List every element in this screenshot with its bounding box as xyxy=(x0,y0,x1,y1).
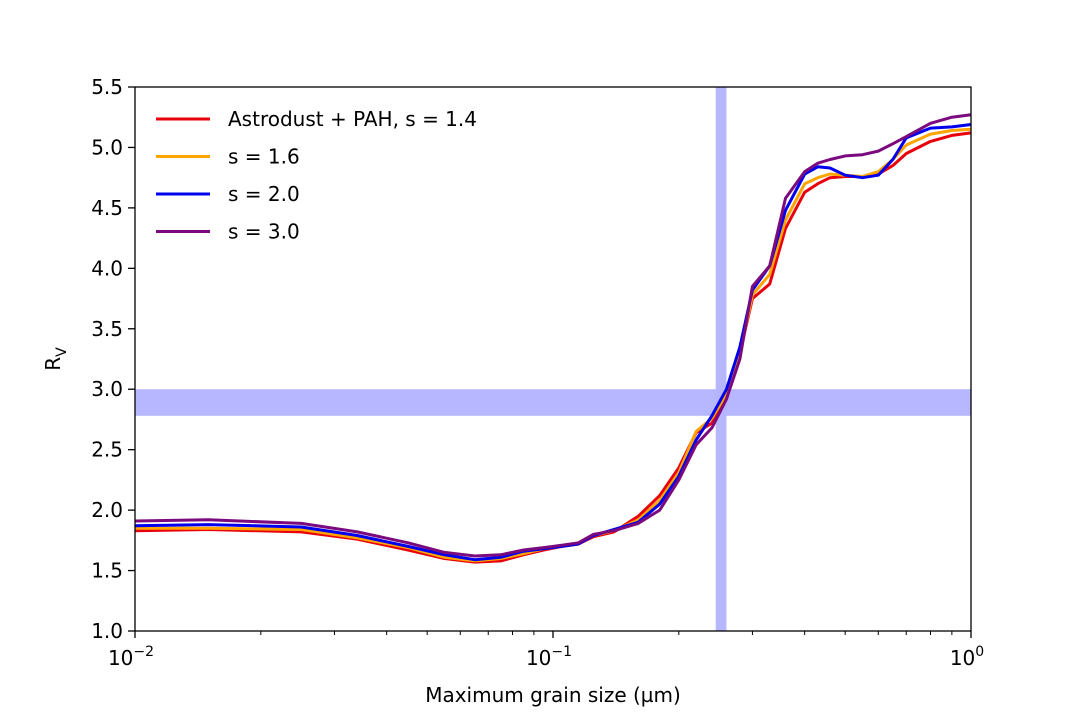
series-line-4 xyxy=(134,113,972,558)
legend-label: Astrodust + PAH, s = 1.4 xyxy=(228,107,477,131)
y-axis-label: RV xyxy=(41,347,70,371)
y-tick-label: 2.0 xyxy=(91,498,123,522)
x-tick-label: 100 xyxy=(950,644,984,670)
legend-label: s = 2.0 xyxy=(228,182,300,206)
series-line-3 xyxy=(134,123,972,562)
y-tick-label: 1.5 xyxy=(91,559,123,583)
y-tick-label: 3.0 xyxy=(91,377,123,401)
y-tick-label: 4.0 xyxy=(91,256,123,280)
legend-label: s = 3.0 xyxy=(228,220,300,244)
y-tick-label: 3.5 xyxy=(91,317,123,341)
legend-label: s = 1.6 xyxy=(228,145,300,169)
series-lines xyxy=(134,113,972,564)
y-tick-label: 5.5 xyxy=(91,75,123,99)
horizontal-band xyxy=(135,389,971,416)
y-tick-label: 4.5 xyxy=(91,196,123,220)
vertical-band xyxy=(715,87,727,631)
y-tick-label: 2.5 xyxy=(91,438,123,462)
x-axis-label: Maximum grain size (µm) xyxy=(425,683,681,707)
highlight-bands xyxy=(135,87,971,631)
x-axis: 10−2 10−1 100 xyxy=(108,631,984,670)
legend: Astrodust + PAH, s = 1.4 s = 1.6 s = 2.0 s … xyxy=(156,107,477,244)
series-line-2 xyxy=(135,127,972,563)
x-tick-label: 10−1 xyxy=(526,644,572,670)
x-tick-label: 10−2 xyxy=(108,644,154,670)
y-tick-label: 1.0 xyxy=(91,619,123,643)
y-tick-label: 5.0 xyxy=(91,135,123,159)
y-axis: 1.0 1.5 2.0 2.5 3.0 3.5 4.0 4.5 5.0 5.5 xyxy=(91,75,135,643)
